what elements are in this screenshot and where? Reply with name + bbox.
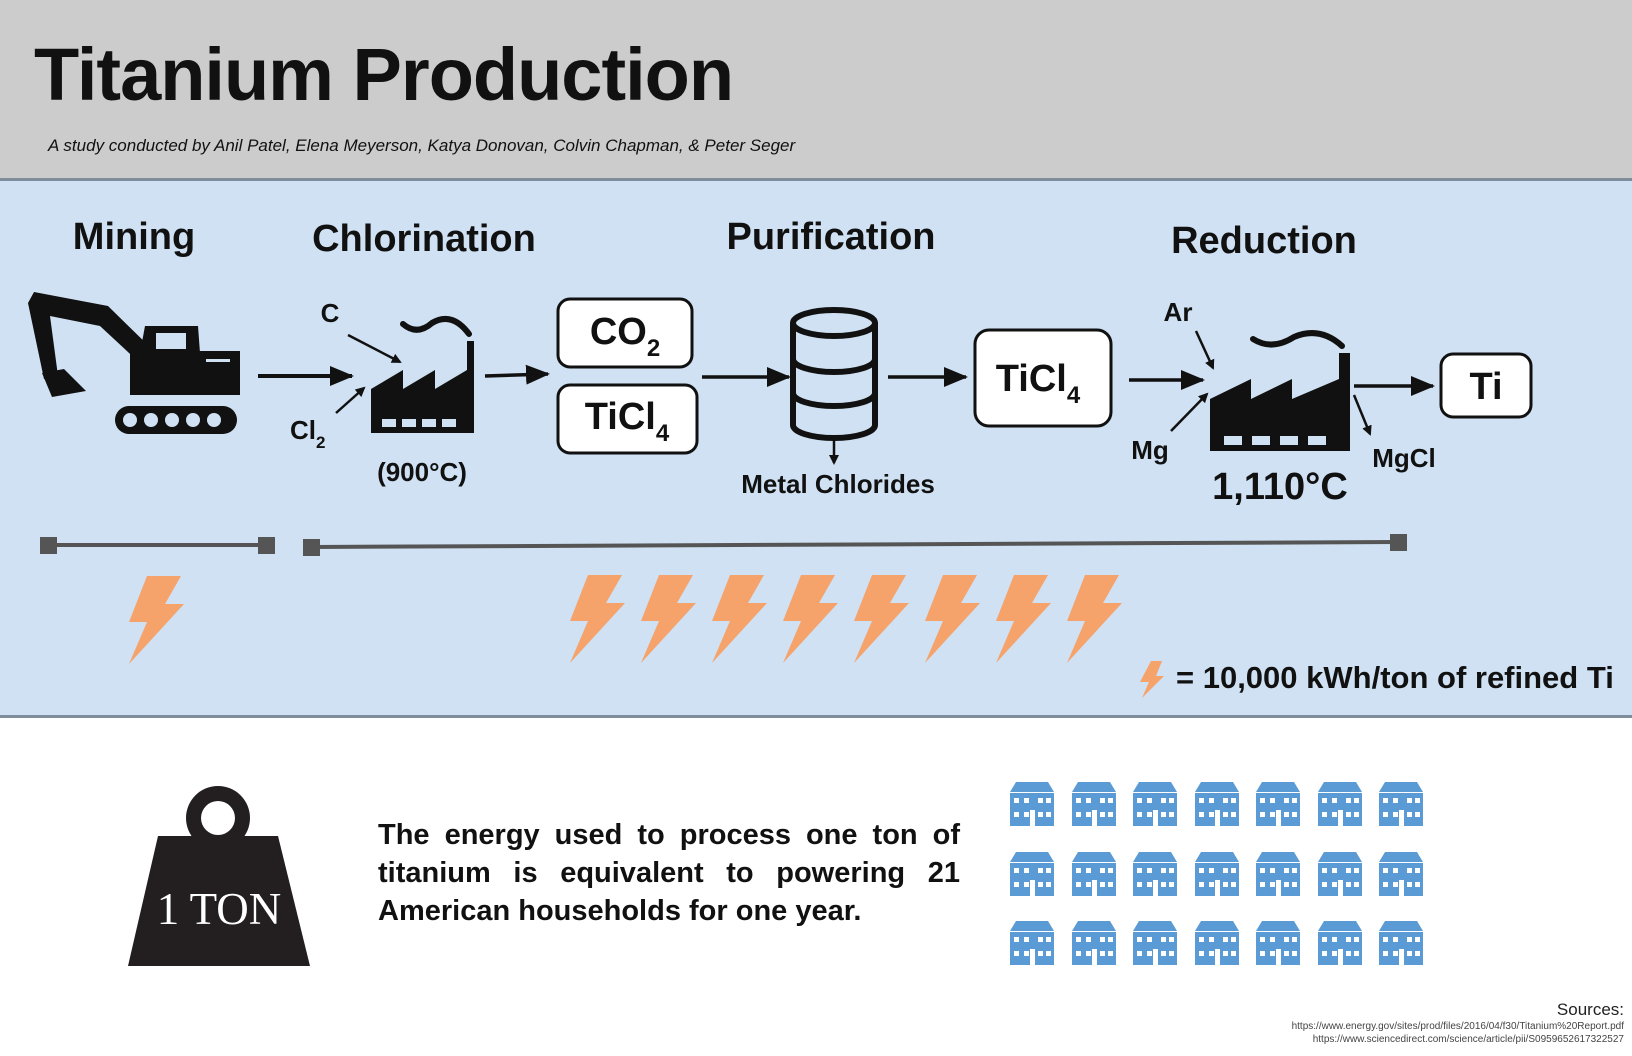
house-icon bbox=[1071, 851, 1116, 896]
energy-legend-label: = 10,000 kWh/ton of refined Ti bbox=[1176, 660, 1614, 695]
input-carbon-label: C bbox=[321, 298, 340, 328]
house-icon bbox=[1194, 851, 1239, 896]
house-icon bbox=[1133, 921, 1177, 965]
source-link[interactable]: https://www.energy.gov/sites/prod/files/… bbox=[1291, 1021, 1624, 1032]
lightning-bolt-icon bbox=[641, 575, 696, 663]
stage-title-purification: Purification bbox=[726, 216, 935, 258]
ticl4-purified-label: TiCl4 bbox=[996, 358, 1081, 409]
lightning-bolt-icon bbox=[854, 575, 909, 663]
house-icon bbox=[1256, 921, 1300, 965]
house-icon bbox=[1379, 782, 1423, 826]
processing-timeline-bar bbox=[303, 534, 1407, 556]
co2-label: CO2 bbox=[590, 311, 660, 362]
titanium-product-box bbox=[1439, 352, 1533, 419]
house-icon bbox=[1379, 921, 1423, 965]
factory-icon bbox=[371, 315, 474, 433]
page-subtitle: A study conducted by Anil Patel, Elena M… bbox=[48, 136, 796, 155]
house-icon bbox=[1256, 851, 1300, 896]
house-icon bbox=[1379, 851, 1423, 896]
ticl4-output-box bbox=[556, 383, 699, 455]
house-icon bbox=[1317, 851, 1362, 896]
house-icon bbox=[1194, 782, 1239, 826]
header: Titanium Production A study conducted by… bbox=[0, 0, 1632, 181]
lightning-bolt-icon bbox=[925, 575, 980, 663]
house-icon bbox=[1010, 851, 1054, 896]
energy-statement: The energy used to process one ton of ti… bbox=[378, 819, 960, 927]
house-icon bbox=[1010, 782, 1054, 826]
house-icon bbox=[1010, 921, 1054, 965]
house-icon bbox=[1133, 782, 1177, 826]
lightning-bolt-icon bbox=[129, 576, 184, 664]
lightning-bolt-icon bbox=[996, 575, 1051, 663]
process-panel: Mining Chlorination Purification Reducti… bbox=[0, 181, 1632, 718]
stage-title-chlorination: Chlorination bbox=[312, 218, 536, 260]
lightning-bolt-icon bbox=[712, 575, 767, 663]
process-diagram: Mining Chlorination Purification Reducti… bbox=[28, 216, 1614, 698]
house-icon bbox=[1256, 782, 1300, 826]
input-argon-label: Ar bbox=[1164, 297, 1193, 327]
metal-chlorides-label: Metal Chlorides bbox=[741, 469, 935, 499]
purification-column-icon bbox=[790, 307, 878, 441]
titanium-product-label: Ti bbox=[1469, 366, 1502, 408]
house-icon bbox=[1071, 921, 1116, 965]
house-icon bbox=[1133, 851, 1177, 896]
ticl4-output-label: TiCl4 bbox=[585, 396, 670, 447]
page-title: Titanium Production bbox=[34, 33, 734, 116]
lightning-bolt-icon bbox=[570, 575, 625, 663]
input-magnesium-label: Mg bbox=[1131, 435, 1169, 465]
chlorination-temperature: (900°C) bbox=[377, 457, 467, 487]
weight-icon: 1 TON bbox=[128, 786, 310, 966]
stage-title-mining: Mining bbox=[73, 216, 195, 258]
lightning-bolt-icon bbox=[1067, 575, 1122, 663]
energy-legend: = 10,000 kWh/ton of refined Ti bbox=[1140, 660, 1614, 698]
ticl4-purified-box bbox=[973, 328, 1113, 428]
weight-label: 1 TON bbox=[157, 884, 282, 934]
excavator-icon bbox=[28, 292, 240, 434]
sources: Sources: https://www.energy.gov/sites/pr… bbox=[1292, 1000, 1624, 1046]
processing-energy-bolts bbox=[570, 575, 1122, 663]
mining-timeline-bar bbox=[40, 537, 275, 554]
mgcl-byproduct-label: MgCl bbox=[1372, 443, 1436, 473]
reduction-factory-icon bbox=[1210, 330, 1350, 451]
input-chlorine-label: Cl2 bbox=[290, 415, 325, 452]
source-link[interactable]: https://www.sciencedirect.com/science/ar… bbox=[1312, 1034, 1624, 1045]
house-icon bbox=[1194, 921, 1239, 965]
stage-title-reduction: Reduction bbox=[1171, 220, 1357, 262]
summary-section: 1 TON The energy used to process one ton… bbox=[0, 718, 1632, 1056]
house-icon bbox=[1317, 921, 1362, 965]
co2-box bbox=[556, 297, 694, 369]
house-icon bbox=[1317, 782, 1362, 826]
lightning-bolt-icon bbox=[783, 575, 838, 663]
lightning-bolt-icon bbox=[1140, 661, 1164, 698]
mining-energy-bolts bbox=[129, 576, 184, 664]
sources-label: Sources: bbox=[1556, 1000, 1624, 1019]
house-icon bbox=[1071, 782, 1116, 826]
reduction-temperature: 1,110°C bbox=[1212, 466, 1348, 508]
